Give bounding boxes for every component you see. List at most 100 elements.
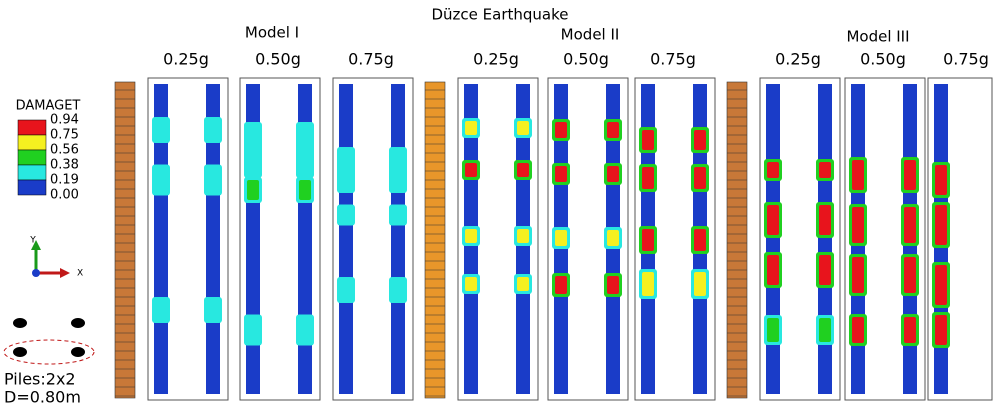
legend-label: 0.75 bbox=[50, 128, 79, 143]
figure: Düzce Earthquake DAMAGET Y X Piles:2x2 D… bbox=[0, 0, 996, 405]
damage-zone bbox=[299, 180, 311, 200]
damage-zone bbox=[555, 230, 567, 246]
damage-zone bbox=[207, 168, 219, 193]
legend-label: 0.38 bbox=[50, 158, 79, 173]
damage-zone bbox=[247, 318, 259, 343]
legend-swatch bbox=[18, 135, 46, 150]
damage-zone bbox=[392, 208, 404, 223]
pile bbox=[766, 84, 780, 394]
damage-zone bbox=[819, 318, 831, 342]
damage-zone bbox=[465, 277, 477, 291]
damage-zone bbox=[852, 317, 864, 343]
damage-zone bbox=[247, 125, 259, 175]
legend-label: 0.56 bbox=[50, 143, 79, 158]
damage-zone bbox=[607, 122, 619, 138]
damage-zone bbox=[852, 160, 864, 190]
damage-zone bbox=[555, 276, 567, 294]
damage-zone bbox=[465, 163, 477, 177]
damage-zone bbox=[299, 125, 311, 175]
model-label: Model II bbox=[561, 26, 620, 44]
pile bbox=[391, 84, 405, 394]
figure-title: Düzce Earthquake bbox=[432, 6, 569, 24]
legend-swatch bbox=[18, 150, 46, 165]
damage-zone bbox=[694, 229, 706, 251]
damage-zone bbox=[207, 120, 219, 140]
legend-swatch bbox=[18, 120, 46, 135]
panel-label: 0.75g bbox=[943, 50, 989, 69]
pile bbox=[818, 84, 832, 394]
damage-zone bbox=[852, 207, 864, 243]
damage-zone bbox=[904, 160, 916, 190]
damage-zone bbox=[555, 122, 567, 138]
soil-column bbox=[425, 82, 445, 398]
pile bbox=[339, 84, 353, 394]
damage-zone bbox=[607, 166, 619, 182]
panel-label: 0.25g bbox=[473, 50, 519, 69]
damage-zone bbox=[555, 166, 567, 182]
damage-zone bbox=[935, 165, 947, 195]
damage-zone bbox=[642, 130, 654, 150]
legend-swatch bbox=[18, 165, 46, 180]
damage-zone bbox=[852, 257, 864, 293]
damage-zone bbox=[642, 229, 654, 251]
damage-zone bbox=[767, 255, 779, 285]
damage-zone bbox=[935, 205, 947, 245]
axis-triad bbox=[31, 240, 70, 278]
damage-zone bbox=[819, 162, 831, 178]
damage-zone bbox=[155, 120, 167, 140]
damage-zone bbox=[517, 121, 529, 135]
damage-zone bbox=[935, 315, 947, 345]
pile-diameter: D=0.80m bbox=[4, 388, 81, 405]
legend-label: 0.00 bbox=[50, 188, 79, 203]
damage-zone bbox=[904, 317, 916, 343]
damage-zone bbox=[155, 168, 167, 193]
damage-zone bbox=[465, 229, 477, 243]
damage-zone bbox=[607, 230, 619, 246]
damage-zone bbox=[904, 257, 916, 293]
legend-title: DAMAGET bbox=[16, 99, 81, 114]
legend-label: 0.94 bbox=[50, 113, 79, 128]
damage-zone bbox=[517, 277, 529, 291]
damage-zone bbox=[642, 167, 654, 189]
legend-swatch bbox=[18, 180, 46, 195]
damage-zone bbox=[607, 276, 619, 294]
damage-zone bbox=[694, 272, 706, 296]
axis-y-label: Y bbox=[29, 236, 36, 246]
damage-zone bbox=[517, 229, 529, 243]
damage-zone bbox=[247, 180, 259, 200]
damage-zone bbox=[465, 121, 477, 135]
axis-x-label: X bbox=[77, 269, 83, 279]
soil-column bbox=[115, 82, 135, 398]
damage-zone bbox=[392, 280, 404, 300]
damage-zone bbox=[694, 130, 706, 150]
damage-zone bbox=[517, 163, 529, 177]
damage-zone bbox=[694, 167, 706, 189]
panel-label: 0.50g bbox=[255, 50, 301, 69]
damage-zone bbox=[155, 300, 167, 320]
damage-zone bbox=[819, 205, 831, 235]
damage-zone bbox=[340, 280, 352, 300]
panel-label: 0.75g bbox=[348, 50, 394, 69]
legend-label: 0.19 bbox=[50, 173, 79, 188]
damage-zone bbox=[392, 150, 404, 190]
pile-plan bbox=[4, 318, 94, 364]
model-label: Model I bbox=[245, 24, 299, 42]
damage-zone bbox=[767, 162, 779, 178]
panel-label: 0.75g bbox=[650, 50, 696, 69]
damage-zone bbox=[299, 318, 311, 343]
panel-label: 0.50g bbox=[563, 50, 609, 69]
panel-label: 0.25g bbox=[775, 50, 821, 69]
damage-zone bbox=[340, 150, 352, 190]
soil-column bbox=[727, 82, 747, 398]
damage-zone bbox=[642, 272, 654, 296]
damage-zone bbox=[207, 300, 219, 320]
damage-zone bbox=[935, 265, 947, 305]
panel-label: 0.25g bbox=[163, 50, 209, 69]
damage-zone bbox=[819, 255, 831, 285]
damage-zone bbox=[904, 207, 916, 243]
model-label: Model III bbox=[846, 28, 909, 46]
panel-label: 0.50g bbox=[860, 50, 906, 69]
damage-zone bbox=[340, 208, 352, 223]
piles-layout: Piles:2x2 bbox=[4, 370, 76, 389]
damage-zone bbox=[767, 318, 779, 342]
